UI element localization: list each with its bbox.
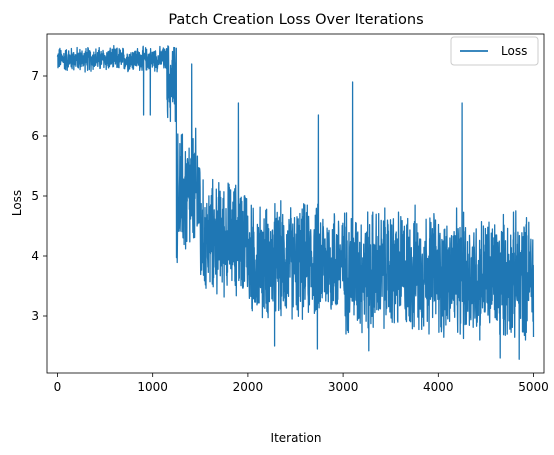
- x-tick-label: 1000: [137, 380, 168, 394]
- y-tick-label: 3: [31, 309, 39, 323]
- y-tick-label: 5: [31, 189, 39, 203]
- plot-frame: [46, 33, 545, 374]
- series-line-loss: [56, 45, 535, 360]
- y-tick-label: 4: [31, 249, 39, 263]
- y-axis-label: Loss: [10, 190, 24, 216]
- x-tick-label: 0: [54, 380, 62, 394]
- x-tick-label: 4000: [423, 380, 454, 394]
- y-tick-label: 6: [31, 129, 39, 143]
- x-tick-label: 5000: [518, 380, 549, 394]
- series-layer: [56, 45, 535, 360]
- legend: Loss: [450, 36, 539, 66]
- legend-box: [450, 36, 539, 66]
- x-axis-label: Iteration: [271, 431, 322, 445]
- x-tick-label: 2000: [233, 380, 264, 394]
- x-axis-ticks: 0 1000 2000 3000 4000 5000: [54, 373, 549, 394]
- chart-title: Patch Creation Loss Over Iterations: [168, 12, 423, 28]
- y-axis-ticks: 3 4 5 6 7: [31, 69, 47, 323]
- y-tick-label: 7: [31, 69, 39, 83]
- legend-label-loss: Loss: [501, 44, 527, 58]
- x-tick-label: 3000: [328, 380, 359, 394]
